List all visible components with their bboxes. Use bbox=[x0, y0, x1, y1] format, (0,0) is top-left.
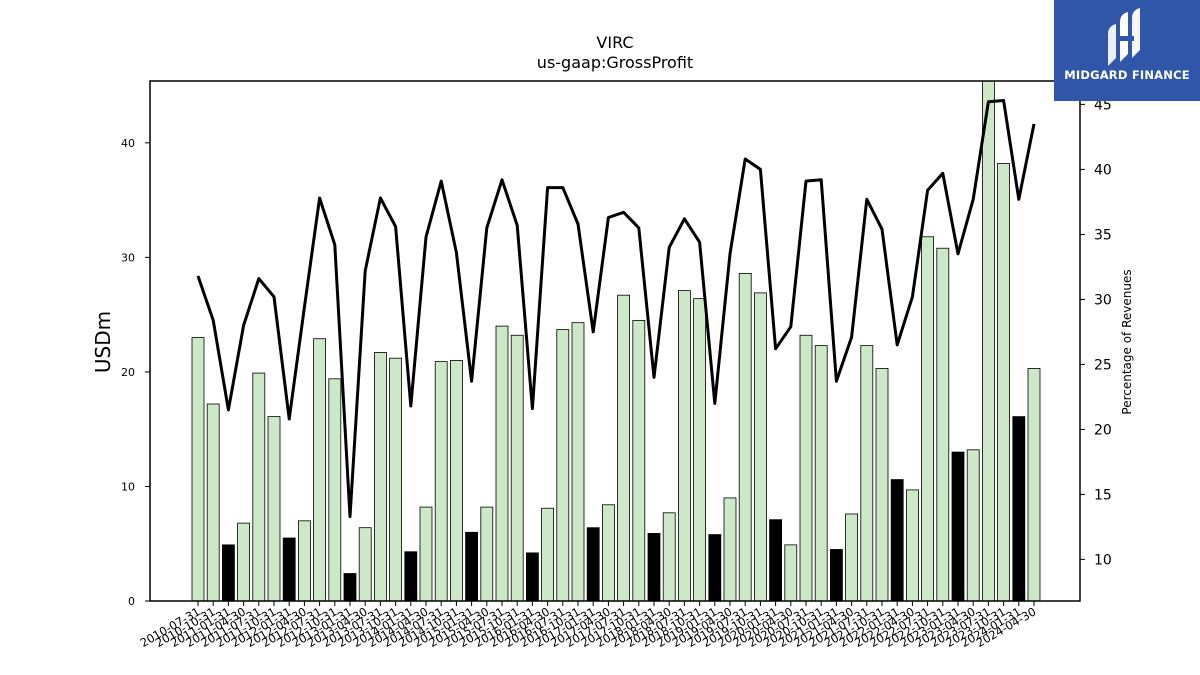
bar-2011-04-30 bbox=[237, 522, 251, 602]
chart-subtitle: us-gaap:GrossProfit bbox=[537, 53, 693, 72]
bar-2011-07-31 bbox=[252, 372, 266, 602]
bar-2022-07-31 bbox=[921, 236, 934, 602]
bar-2017-07-31 bbox=[617, 294, 630, 602]
y2-tick-label: 25 bbox=[1094, 357, 1112, 373]
bar-2019-10-31 bbox=[754, 292, 767, 602]
bar-2015-01-31 bbox=[465, 531, 479, 602]
bar-2018-10-31 bbox=[693, 298, 706, 602]
line-series bbox=[196, 99, 1036, 518]
bar-2020-04-30 bbox=[784, 544, 798, 602]
bar-2011-10-31 bbox=[267, 416, 281, 602]
bar-2022-10-31 bbox=[936, 247, 950, 602]
bar-2022-01-31 bbox=[890, 479, 904, 602]
y-tick-label: 40 bbox=[121, 137, 135, 150]
y-tick-label: 30 bbox=[121, 251, 135, 264]
bar-2016-10-31 bbox=[571, 322, 585, 602]
y2-tick-label: 10 bbox=[1094, 552, 1112, 568]
plot-frame bbox=[149, 80, 1081, 602]
bar-2018-04-30 bbox=[662, 512, 676, 602]
bar-2019-04-30 bbox=[723, 497, 737, 602]
y-tick-label: 10 bbox=[121, 480, 135, 493]
bar-2014-07-31 bbox=[434, 361, 448, 602]
bar-2024-01-31 bbox=[1012, 416, 1026, 602]
midgard-finance-logo: MIDGARD FINANCE bbox=[1054, 0, 1200, 101]
bar-2024-04-30 bbox=[1027, 368, 1041, 602]
y-axis-label: USDm bbox=[91, 311, 115, 373]
y2-tick-label: 30 bbox=[1094, 292, 1112, 308]
bar-2012-04-30 bbox=[297, 520, 311, 602]
bar-2012-07-31 bbox=[313, 338, 327, 602]
bar-series bbox=[191, 80, 1041, 602]
bar-2014-01-31 bbox=[404, 551, 418, 602]
bar-2023-07-31 bbox=[982, 80, 995, 602]
y2-tick-label: 45 bbox=[1094, 97, 1112, 113]
bar-2019-07-31 bbox=[738, 273, 752, 602]
bar-2021-01-31 bbox=[830, 549, 843, 602]
y2-tick-label: 40 bbox=[1094, 162, 1112, 178]
y2-axis-label: Percentage of Revenues bbox=[1120, 269, 1134, 414]
y2-tick-label: 35 bbox=[1094, 227, 1112, 243]
bar-2011-01-31 bbox=[221, 544, 235, 602]
bar-2023-01-31 bbox=[951, 451, 965, 602]
bar-2016-07-31 bbox=[556, 329, 570, 602]
bar-2017-04-30 bbox=[602, 504, 615, 602]
y2-tick-label: 15 bbox=[1094, 487, 1112, 503]
bar-2018-07-31 bbox=[678, 290, 691, 602]
bar-2022-04-30 bbox=[906, 489, 919, 602]
bar-2012-10-31 bbox=[328, 378, 342, 602]
bar-2016-04-30 bbox=[541, 507, 554, 602]
bar-2015-07-31 bbox=[495, 325, 509, 602]
bar-2021-10-31 bbox=[875, 368, 889, 602]
axes: 01020304010152025303540452010-07-312010-… bbox=[121, 80, 1112, 650]
bar-2013-04-30 bbox=[358, 527, 372, 602]
bar-2010-10-31 bbox=[206, 403, 220, 602]
bar-2012-01-31 bbox=[282, 537, 296, 602]
bar-2021-07-31 bbox=[860, 345, 874, 602]
bar-2018-01-31 bbox=[647, 533, 661, 602]
bar-2020-07-31 bbox=[799, 334, 813, 602]
bar-2017-10-31 bbox=[632, 319, 646, 602]
bar-2014-10-31 bbox=[449, 360, 463, 602]
bar-2014-04-30 bbox=[419, 506, 433, 602]
bar-2015-04-30 bbox=[480, 506, 494, 602]
bar-2013-07-31 bbox=[373, 352, 387, 602]
midgard-logo-icon bbox=[1108, 8, 1140, 66]
y2-tick-label: 20 bbox=[1094, 422, 1112, 438]
bar-2016-01-31 bbox=[526, 552, 539, 602]
percentage-line bbox=[196, 99, 1036, 518]
logo-text: MIDGARD FINANCE bbox=[1064, 68, 1190, 82]
bar-2010-07-31 bbox=[191, 337, 205, 602]
bar-2017-01-31 bbox=[586, 527, 600, 602]
bar-2020-10-31 bbox=[814, 345, 828, 602]
y-tick-label: 20 bbox=[121, 366, 135, 379]
bar-2013-01-31 bbox=[343, 573, 357, 602]
bar-2020-01-31 bbox=[769, 519, 782, 602]
bar-2015-10-31 bbox=[510, 334, 524, 602]
bar-2013-10-31 bbox=[389, 357, 403, 602]
chart-title: VIRC bbox=[596, 33, 633, 52]
bar-2019-01-31 bbox=[708, 534, 722, 602]
bar-2023-10-31 bbox=[997, 163, 1010, 602]
bar-2023-04-30 bbox=[966, 449, 980, 602]
bar-2021-04-30 bbox=[845, 513, 858, 602]
y-tick-label: 0 bbox=[128, 595, 135, 608]
